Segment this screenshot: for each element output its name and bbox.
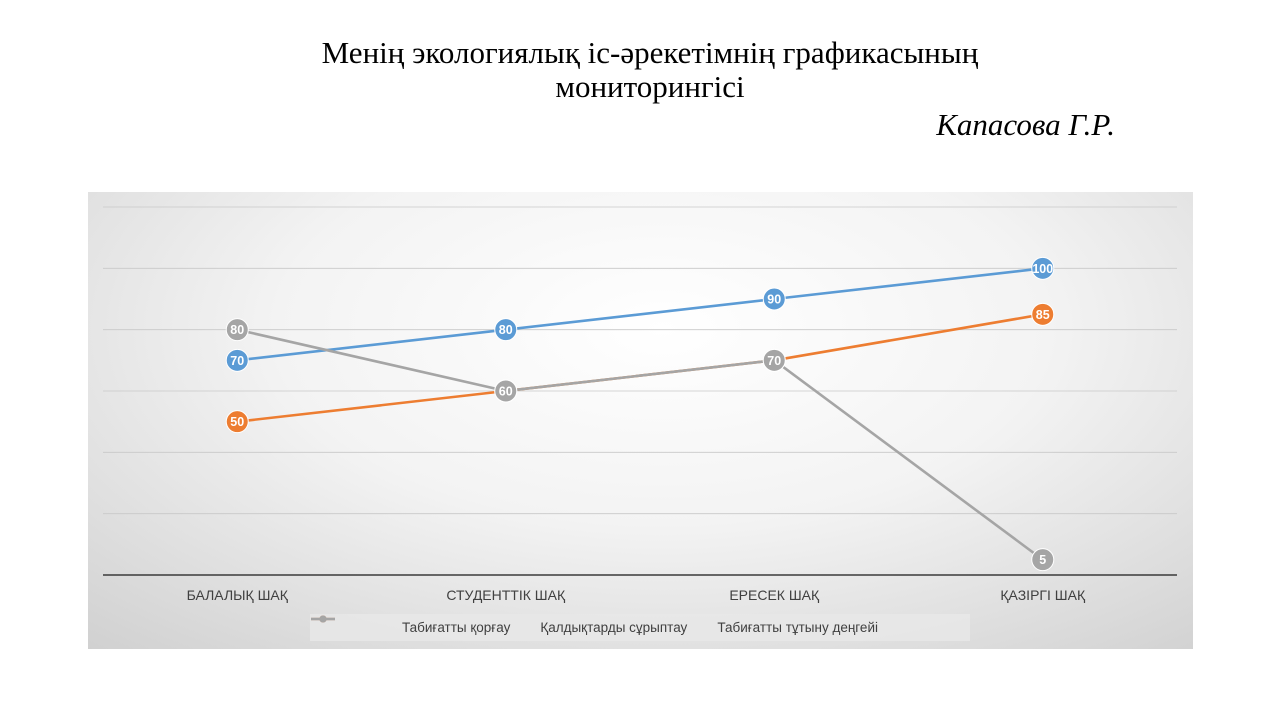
x-tick-label-0: БАЛАЛЫҚ ШАҚ [187, 587, 289, 603]
data-point-2-2 [762, 348, 786, 372]
slide-title-line2: мониторингісі [555, 69, 745, 104]
data-label-2-2: 70 [767, 354, 781, 368]
chart-area: БАЛАЛЫҚ ШАҚ СТУДЕНТТІК ШАҚ ЕРЕСЕК ШАҚ ҚАЗІР… [88, 192, 1193, 649]
data-label-0-1: 80 [499, 323, 513, 337]
data-point-0-2 [762, 287, 786, 311]
data-label-0-3: 100 [1032, 262, 1053, 276]
slide-title-line1: Менің экологиялық іс-әрекетімнің графика… [321, 35, 979, 70]
legend-label-2: Табиғатты тұтыну деңгейі [717, 620, 878, 635]
data-point-2-0 [225, 318, 249, 342]
legend-label-1: Қалдықтарды сұрыптау [540, 620, 688, 635]
data-point-0-3 [1031, 256, 1055, 280]
series-line-1 [235, 313, 1045, 423]
x-tick-label-2: ЕРЕСЕК ШАҚ [729, 587, 820, 603]
chart-legend: Табиғатты қорғау Қалдықтарды сұрыптау Таби… [310, 614, 970, 641]
data-label-1-3: 85 [1036, 308, 1050, 322]
slide-title: Менің экологиялық іс-әрекетімнің графика… [300, 36, 1000, 104]
series-line-2 [235, 328, 1045, 561]
data-point-2-1 [494, 379, 518, 403]
data-label-0-2: 90 [767, 293, 781, 307]
line-chart: БАЛАЛЫҚ ШАҚ СТУДЕНТТІК ШАҚ ЕРЕСЕК ШАҚ ҚАЗІР… [103, 206, 1177, 603]
series-line-0 [235, 267, 1045, 362]
data-label-0-0: 70 [230, 354, 244, 368]
data-point-1-0 [225, 410, 249, 434]
legend-swatch-2 [311, 615, 335, 623]
data-label-2-0: 80 [230, 323, 244, 337]
legend-item-2: Табиғатты тұтыну деңгейі [311, 615, 878, 635]
data-point-0-1 [494, 318, 518, 342]
data-label-2-1: 60 [499, 385, 513, 399]
x-tick-label-1: СТУДЕНТТІК ШАҚ [446, 587, 566, 603]
legend-item-1: Қалдықтарды сұрыптау [311, 615, 688, 635]
data-point-1-3 [1031, 302, 1055, 326]
data-label-1-0: 50 [230, 415, 244, 429]
data-point-0-0 [225, 348, 249, 372]
x-tick-label-3: ҚАЗІРГІ ШАҚ [1000, 587, 1086, 603]
data-label-2-3: 5 [1039, 553, 1046, 567]
legend-label-0: Табиғатты қорғау [402, 620, 511, 635]
legend-item-0: Табиғатты қорғау [311, 615, 511, 635]
author-name: Капасова Г.Р. [936, 107, 1115, 142]
data-point-2-3 [1031, 548, 1055, 572]
